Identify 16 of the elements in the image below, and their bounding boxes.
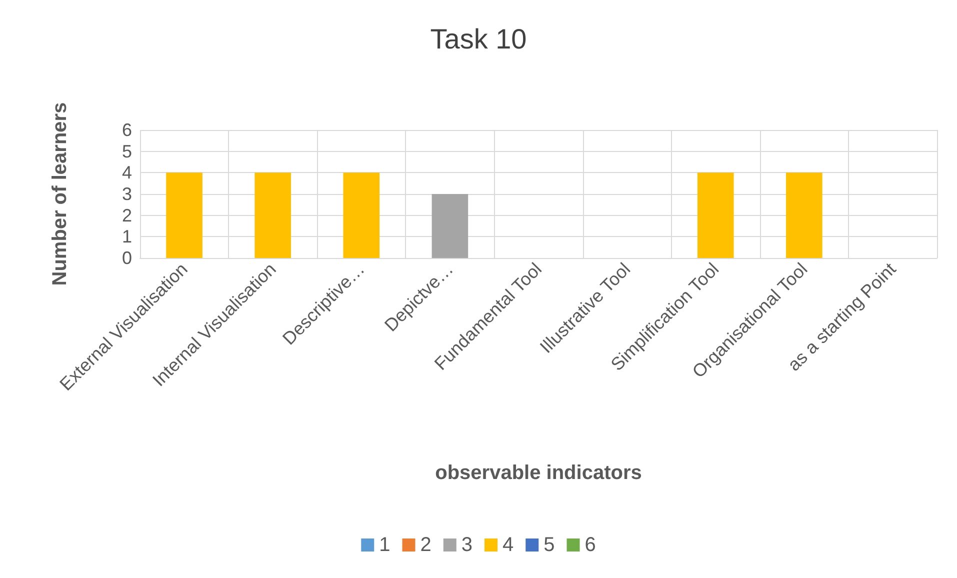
chart-title: Task 10 [430, 24, 527, 54]
legend-label: 6 [584, 534, 596, 556]
legend-label: 3 [461, 534, 472, 556]
y-tick-label: 1 [122, 226, 132, 247]
y-tick-label: 4 [122, 162, 132, 183]
legend-label: 2 [420, 534, 432, 556]
y-tick-label: 3 [122, 184, 132, 204]
legend-label: 4 [502, 534, 514, 556]
y-tick-label: 2 [122, 205, 132, 226]
legend-label: 5 [544, 534, 555, 556]
y-axis-title: Number of learners [49, 102, 71, 286]
x-axis-title: observable indicators [435, 462, 642, 484]
legend-label: 1 [379, 534, 390, 556]
y-tick-label: 6 [122, 120, 132, 140]
y-tick-label: 5 [122, 141, 132, 162]
y-tick-label: 0 [122, 248, 132, 268]
